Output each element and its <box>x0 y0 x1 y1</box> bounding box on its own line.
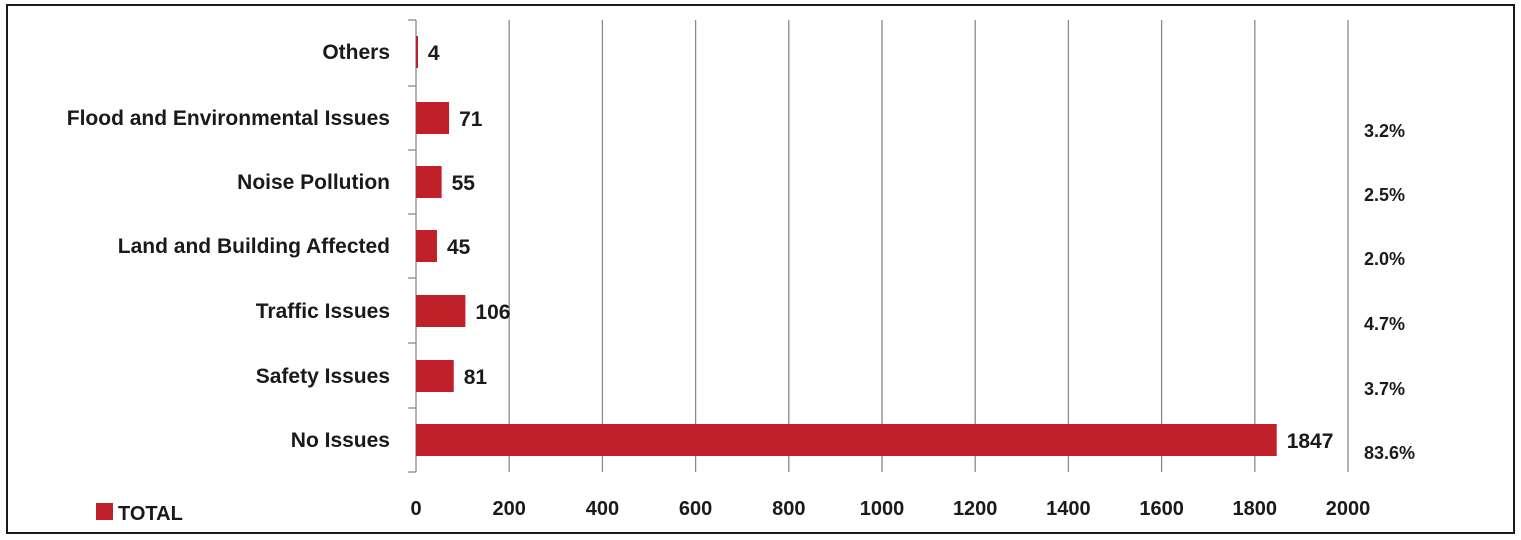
bar <box>416 295 466 327</box>
bar <box>416 230 437 262</box>
legend-label: TOTAL <box>118 503 183 525</box>
data-label: 81 <box>464 366 488 389</box>
x-tick-label: 1600 <box>1139 498 1184 520</box>
category-label: Traffic Issues <box>256 300 390 323</box>
x-tick-label: 0 <box>410 498 421 520</box>
legend-swatch <box>96 503 113 520</box>
x-tick-label: 1000 <box>860 498 905 520</box>
category-label: Safety Issues <box>256 365 390 388</box>
percent-label: 2.0% <box>1364 249 1405 269</box>
percent-label: 4.7% <box>1364 314 1405 334</box>
bar <box>416 424 1277 456</box>
data-label: 4 <box>428 42 440 65</box>
x-tick-label: 800 <box>772 498 805 520</box>
percent-label: 3.2% <box>1364 121 1405 141</box>
percent-label: 2.5% <box>1364 185 1405 205</box>
x-tick-label: 1200 <box>953 498 998 520</box>
category-label: Land and Building Affected <box>118 235 390 258</box>
data-label: 106 <box>475 301 510 324</box>
x-tick-label: 2000 <box>1326 498 1371 520</box>
data-label: 45 <box>447 236 471 259</box>
data-label: 55 <box>452 172 476 195</box>
x-tick-label: 1400 <box>1046 498 1091 520</box>
bar <box>416 166 442 198</box>
category-label: Flood and Environmental Issues <box>67 107 390 130</box>
bar <box>416 360 454 392</box>
x-tick-label: 400 <box>586 498 619 520</box>
data-label: 1847 <box>1287 430 1334 453</box>
bar <box>416 36 418 68</box>
category-label: No Issues <box>291 429 390 452</box>
category-label: Others <box>322 41 390 64</box>
percent-label: 83.6% <box>1364 443 1415 463</box>
bar <box>416 102 450 134</box>
x-tick-label: 600 <box>679 498 712 520</box>
data-label: 71 <box>459 108 483 131</box>
x-tick-label: 200 <box>493 498 526 520</box>
percent-label: 3.7% <box>1364 379 1405 399</box>
category-label: Noise Pollution <box>237 171 390 194</box>
x-tick-label: 1800 <box>1233 498 1278 520</box>
